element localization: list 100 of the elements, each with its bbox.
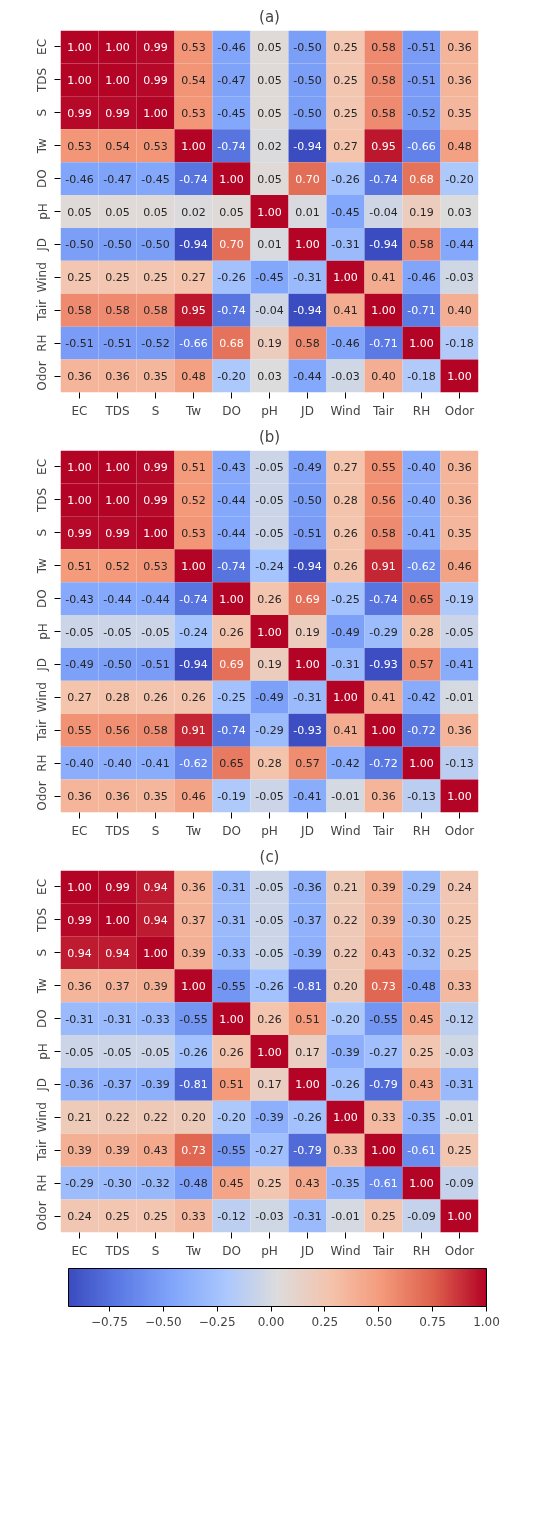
data-label: -0.05 — [141, 625, 170, 639]
data-label: -0.74 — [217, 724, 246, 738]
data-label: 1.00 — [105, 40, 130, 54]
data-label: -0.51 — [407, 40, 436, 54]
data-label: -0.31 — [217, 913, 246, 927]
data-label: 0.46 — [181, 790, 206, 804]
x-tick-label: pH — [261, 823, 278, 838]
chart-title: (a) — [259, 7, 280, 26]
data-label: -0.40 — [407, 493, 436, 507]
data-label: -0.61 — [407, 1144, 436, 1158]
data-label: 0.05 — [257, 106, 282, 120]
data-label: 0.39 — [371, 880, 396, 894]
data-label: 0.33 — [447, 979, 472, 993]
data-label: -0.55 — [217, 979, 246, 993]
data-label: 1.00 — [67, 880, 92, 894]
data-label: 0.25 — [447, 1144, 472, 1158]
data-label: -0.44 — [293, 370, 322, 384]
data-label: -0.03 — [445, 1045, 474, 1059]
data-label: 0.25 — [143, 1210, 168, 1224]
data-label: 1.00 — [333, 1111, 358, 1125]
y-tick-label: Tair — [35, 1139, 50, 1162]
data-label: -0.05 — [65, 1045, 94, 1059]
data-label: 1.00 — [219, 1012, 244, 1026]
data-label: -0.50 — [293, 73, 322, 87]
data-label: -0.51 — [293, 526, 322, 540]
data-label: 0.28 — [333, 493, 358, 507]
data-label: -0.55 — [369, 1012, 398, 1026]
data-label: 0.99 — [143, 73, 168, 87]
data-label: 0.20 — [181, 1111, 206, 1125]
y-tick-label: S — [35, 948, 50, 957]
data-label: 0.02 — [181, 205, 206, 219]
data-label: -0.46 — [65, 172, 94, 186]
y-tick-label: Odor — [35, 1201, 50, 1231]
data-label: 0.25 — [447, 946, 472, 960]
data-label: 0.40 — [447, 304, 472, 318]
data-label: 0.48 — [181, 370, 206, 384]
data-label: -0.33 — [217, 946, 246, 960]
data-label: 0.26 — [219, 625, 244, 639]
data-label: -0.55 — [217, 1144, 246, 1158]
data-label: 0.58 — [105, 304, 130, 318]
data-label: 1.00 — [295, 658, 320, 672]
y-tick-label: Wind — [35, 1102, 50, 1133]
data-label: -0.39 — [255, 1111, 284, 1125]
data-label: -0.71 — [369, 337, 398, 351]
y-tick-label: DO — [35, 1009, 50, 1028]
y-tick-label: RH — [35, 754, 50, 772]
color-bar-label: 0.50 — [365, 1314, 393, 1329]
data-label: -0.71 — [407, 304, 436, 318]
color-bar-label: −0.50 — [144, 1314, 182, 1329]
data-label: 0.37 — [105, 979, 130, 993]
data-label: -0.09 — [445, 1177, 474, 1191]
data-label: -0.93 — [293, 724, 322, 738]
data-label: 0.55 — [67, 724, 92, 738]
data-label: 1.00 — [447, 1210, 472, 1224]
data-label: 0.36 — [447, 40, 472, 54]
data-label: -0.74 — [217, 559, 246, 573]
data-label: -0.04 — [369, 205, 398, 219]
data-label: -0.52 — [407, 106, 436, 120]
data-label: -0.31 — [293, 691, 322, 705]
data-label: 0.99 — [67, 106, 92, 120]
data-label: 0.41 — [371, 691, 396, 705]
data-label: 0.25 — [67, 271, 92, 285]
chart-title: (c) — [259, 847, 280, 866]
data-label: -0.27 — [369, 1045, 398, 1059]
data-label: 0.45 — [409, 1012, 434, 1026]
data-label: 0.36 — [67, 370, 92, 384]
data-label: 0.21 — [67, 1111, 92, 1125]
data-label: 0.05 — [257, 172, 282, 186]
data-label: 0.35 — [447, 526, 472, 540]
data-label: 1.00 — [181, 139, 206, 153]
data-label: -0.94 — [179, 238, 208, 252]
data-label: -0.66 — [179, 337, 208, 351]
data-label: -0.36 — [293, 880, 322, 894]
data-label: 0.58 — [371, 106, 396, 120]
color-bar-label: −0.75 — [91, 1314, 128, 1329]
data-label: 0.70 — [219, 238, 244, 252]
data-label: -0.94 — [179, 658, 208, 672]
y-tick-label: EC — [35, 458, 50, 475]
data-label: -0.32 — [407, 946, 436, 960]
data-label: -0.72 — [407, 724, 436, 738]
chart-title: (b) — [258, 427, 281, 446]
data-label: 0.17 — [295, 1045, 320, 1059]
data-label: 0.58 — [371, 73, 396, 87]
data-label: -0.49 — [65, 658, 94, 672]
data-label: -0.48 — [179, 1177, 208, 1191]
data-label: -0.46 — [217, 40, 246, 54]
y-tick-label: EC — [35, 38, 50, 55]
data-label: -0.74 — [179, 592, 208, 606]
data-label: 0.25 — [333, 40, 358, 54]
data-label: 0.03 — [257, 370, 282, 384]
data-label: 0.91 — [371, 559, 396, 573]
data-label: 0.51 — [295, 1012, 320, 1026]
data-label: 1.00 — [333, 271, 358, 285]
data-label: 0.41 — [371, 271, 396, 285]
data-label: -0.24 — [255, 559, 284, 573]
data-label: -0.29 — [65, 1177, 94, 1191]
data-label: 1.00 — [67, 460, 92, 474]
data-label: -0.74 — [369, 592, 398, 606]
data-label: -0.41 — [445, 658, 474, 672]
data-label: -0.81 — [293, 979, 322, 993]
